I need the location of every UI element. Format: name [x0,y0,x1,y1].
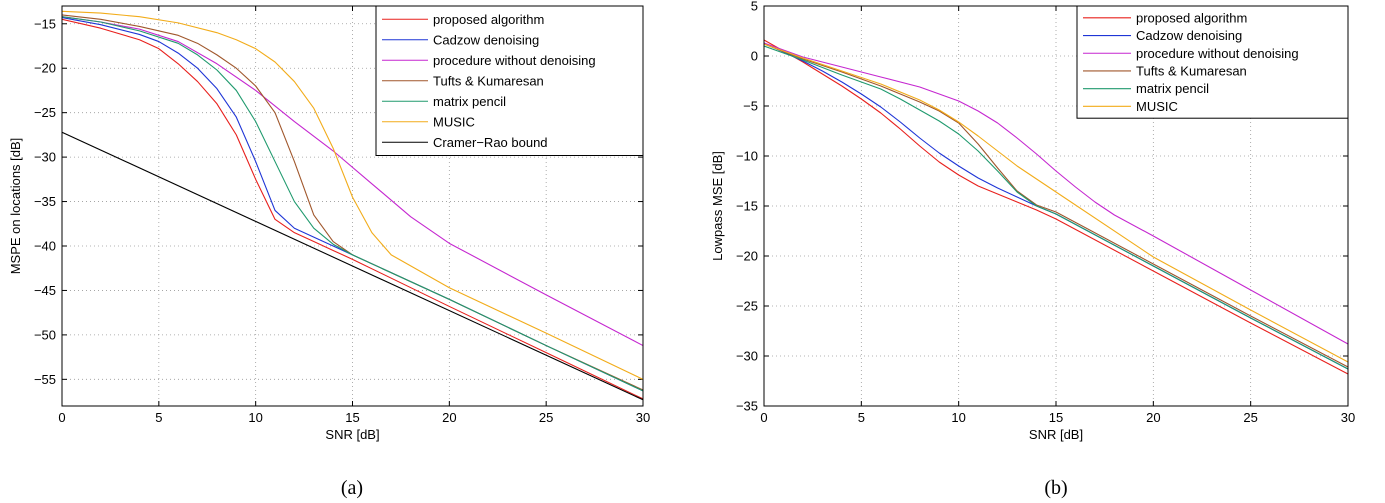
series-line-2 [62,16,643,347]
legend-label-3: Tufts & Kumaresan [1136,63,1247,78]
x-tick-label: 20 [442,410,456,425]
x-axis-label: SNR [dB] [1029,427,1083,442]
y-tick-label: 0 [751,49,758,64]
y-tick-label: −15 [34,16,56,31]
y-tick-label: −30 [736,349,758,364]
series-line-6 [62,131,643,401]
panel-a: 0 5 10 15 20 25 30 −55 −50 −45 −40 −35 −30 −25 −20 −15 S… [8,5,650,499]
series-line-5 [62,10,643,380]
x-tick-label: 25 [1243,410,1257,425]
legend-box [1076,5,1349,119]
x-tick-label: 10 [951,410,965,425]
y-axis-label: MSPE on locations [dB] [8,138,23,275]
x-tick-label: 30 [636,410,650,425]
y-tick-label: −55 [34,372,56,387]
y-tick-label: 5 [751,0,758,14]
y-tick-label: −30 [34,150,56,165]
legend-label-1: Cadzow denoising [433,32,539,47]
x-tick-label: 25 [539,410,553,425]
y-tick-label: −20 [736,249,758,264]
x-tick-label: 5 [155,410,162,425]
y-tick-label: −15 [736,199,758,214]
y-tick-label: −40 [34,239,56,254]
legend-label-4: matrix pencil [433,94,506,109]
series-line-0 [62,18,643,400]
panel-b: 0 5 10 15 20 25 30 −35 −30 −25 −20 −15 −10 −5 0 5 SNR [d… [710,0,1355,499]
legend-label-2: procedure without denoising [1136,46,1299,61]
x-tick-label: 15 [345,410,359,425]
legend-label-3: Tufts & Kumaresan [433,73,544,88]
legend-label-2: procedure without denoising [433,53,596,68]
series-line-3 [764,43,1348,368]
y-tick-label: −20 [34,61,56,76]
y-tick-label: −10 [736,149,758,164]
legend-label-5: MUSIC [1136,99,1178,114]
legend-label-6: Cramer−Rao bound [433,135,548,150]
plot-frame [61,5,644,407]
series-line-2 [764,42,1348,345]
y-tick-label: −35 [736,399,758,414]
legend-label-5: MUSIC [433,114,475,129]
legend-label-0: proposed algorithm [1136,10,1247,25]
series-line-4 [62,16,643,392]
y-tick-label: −35 [34,194,56,209]
x-tick-label: 30 [1341,410,1355,425]
x-tick-label: 15 [1049,410,1063,425]
x-tick-label: 20 [1146,410,1160,425]
x-tick-label: 0 [58,410,65,425]
legend-label-0: proposed algorithm [433,12,544,27]
x-tick-label: 0 [760,410,767,425]
x-axis-label: SNR [dB] [325,427,379,442]
panel-caption: (a) [341,477,363,499]
y-tick-label: −50 [34,327,56,342]
plot-frame [763,5,1349,407]
panel-caption: (b) [1044,477,1067,499]
y-tick-label: −5 [743,99,758,114]
x-tick-label: 10 [248,410,262,425]
series-line-4 [764,45,1348,370]
legend-label-1: Cadzow denoising [1136,28,1242,43]
x-tick-label: 5 [858,410,865,425]
y-axis-label: Lowpass MSE [dB] [710,151,725,261]
y-tick-label: −45 [34,283,56,298]
legend-label-4: matrix pencil [1136,81,1209,96]
series-line-0 [764,39,1348,375]
y-tick-label: −25 [34,105,56,120]
series-line-5 [764,43,1348,363]
y-tick-label: −25 [736,299,758,314]
